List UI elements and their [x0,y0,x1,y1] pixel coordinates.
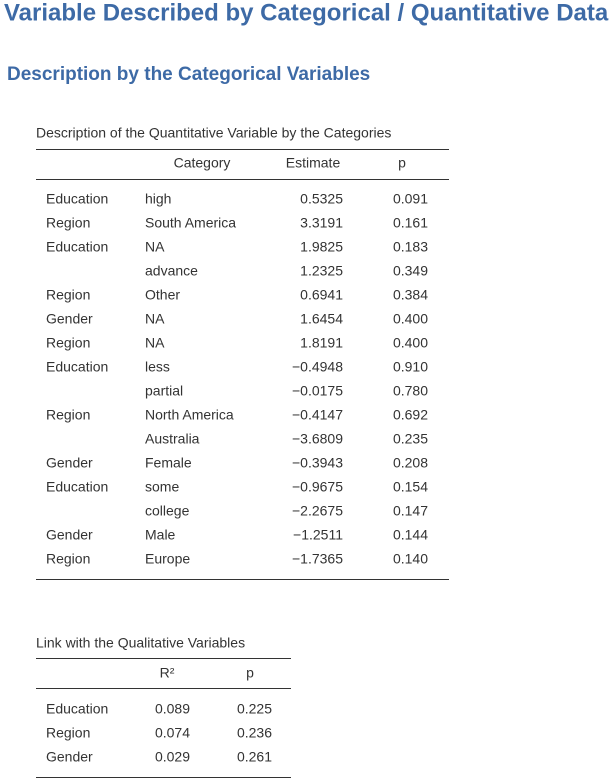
table-cell: 0.144 [393,527,428,543]
table-cell: high [145,191,171,207]
table-cell: Gender [46,455,93,471]
table-cell: 0.261 [237,749,272,765]
table-cell: 0.692 [393,407,428,423]
table-cell: 0.161 [393,215,428,231]
table-cell: 1.2325 [300,263,343,279]
table-cell: 0.208 [393,455,428,471]
table-cell: South America [145,215,236,231]
table-cell: 0.6941 [300,287,343,303]
table-cell: North America [145,407,234,423]
table-cell: Gender [46,311,93,327]
table-cell: some [145,479,179,495]
table-cell: less [145,359,170,375]
table-cell: college [145,503,190,519]
table-cell: Gender [46,749,93,765]
table-cell: Region [46,287,90,303]
table-cell: Education [46,359,108,375]
page-title: Variable Described by Categorical / Quan… [4,0,609,26]
table-cell: −0.0175 [292,383,343,399]
table-cell: Other [145,287,180,303]
table-cell: 0.349 [393,263,428,279]
table-cell: Region [46,725,90,741]
table-cell: 0.225 [237,701,272,717]
table-cell: Female [145,455,192,471]
column-header: p [246,665,254,681]
table-cell: partial [145,383,183,399]
table-cell: −0.3943 [292,455,343,471]
table-cell: Education [46,701,108,717]
table-cell: −0.9675 [292,479,343,495]
column-header: Category [174,155,231,171]
table-cell: −1.2511 [293,527,343,543]
table-cell: 1.6454 [300,311,343,327]
table-cell: 0.780 [393,383,428,399]
table-cell: Australia [145,431,200,447]
table-cell: −3.6809 [292,431,343,447]
table-caption: Description of the Quantitative Variable… [36,125,391,141]
table-cell: 0.235 [393,431,428,447]
table-caption: Link with the Qualitative Variables [36,635,245,651]
table-cell: Region [46,335,90,351]
table-cell: 0.154 [393,479,428,495]
table-cell: −1.7365 [292,551,343,567]
table-cell: Education [46,479,108,495]
section-title: Description by the Categorical Variables [7,64,370,85]
column-header: Estimate [286,155,341,171]
table-cell: Education [46,191,108,207]
table-cell: 0.236 [237,725,272,741]
table-cell: Region [46,551,90,567]
table-cell: 0.400 [393,311,428,327]
table-cell: 0.029 [155,749,190,765]
table-cell: Education [46,239,108,255]
column-header: p [398,155,406,171]
table-cell: 0.384 [393,287,428,303]
table-cell: 0.074 [155,725,190,741]
table-cell: NA [145,335,165,351]
table-cell: Europe [145,551,190,567]
table-cell: 0.091 [393,191,428,207]
table-cell: Gender [46,527,93,543]
table-cell: Region [46,215,90,231]
table-cell: 0.400 [393,335,428,351]
column-header: R² [160,665,175,681]
table-cell: Region [46,407,90,423]
table-cell: 0.140 [393,551,428,567]
table-cell: 0.910 [393,359,428,375]
table-cell: 0.183 [393,239,428,255]
table-cell: 0.089 [155,701,190,717]
table-cell: 0.147 [393,503,428,519]
table-cell: Male [145,527,176,543]
table-cell: 1.8191 [300,335,343,351]
table-cell: −0.4147 [292,407,343,423]
table-cell: advance [145,263,198,279]
table-cell: NA [145,311,165,327]
table-cell: NA [145,239,165,255]
table-cell: −0.4948 [292,359,343,375]
table-cell: 0.5325 [300,191,343,207]
table-cell: −2.2675 [292,503,343,519]
table-cell: 1.9825 [300,239,343,255]
table-cell: 3.3191 [300,215,343,231]
